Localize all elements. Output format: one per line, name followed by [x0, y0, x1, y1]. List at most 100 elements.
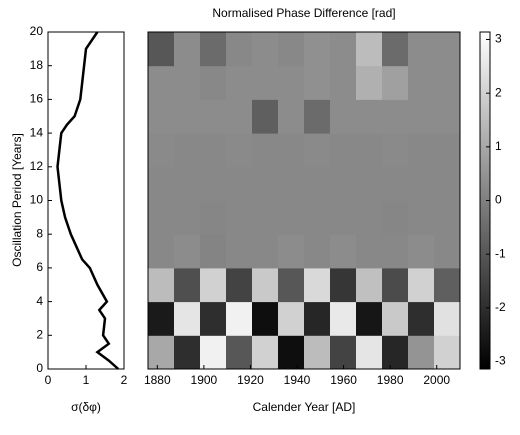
heatmap-cell — [304, 335, 331, 370]
heatmap-cell — [174, 99, 201, 134]
y-tick-label: 4 — [36, 294, 43, 308]
heatmap-cell — [226, 200, 253, 235]
x-tick-label: 0 — [45, 373, 52, 387]
heatmap-cell — [200, 200, 227, 235]
heatmap-cell — [252, 166, 279, 201]
heatmap-cell — [226, 234, 253, 269]
y-tick-label: 20 — [30, 24, 44, 38]
heatmap-cell — [356, 200, 383, 235]
heatmap-cell — [304, 200, 331, 235]
heatmap-cell — [252, 99, 279, 134]
heatmap-cell — [382, 65, 409, 100]
heatmap-cell — [200, 267, 227, 303]
heatmap-cell — [226, 301, 253, 336]
heatmap-cell — [226, 32, 253, 67]
colorbar-tick-label: -2 — [495, 300, 506, 314]
x-tick-label: 1 — [83, 373, 90, 387]
y-tick-label: 2 — [36, 327, 43, 341]
heatmap-cell — [278, 301, 305, 336]
heatmap-cell — [304, 65, 331, 100]
heatmap-cell — [356, 65, 383, 100]
heatmap-cell — [434, 301, 461, 336]
axes-frame — [47, 31, 125, 370]
heatmap-cell — [330, 32, 357, 67]
heatmap-cell — [148, 133, 175, 168]
x-tick-label: 1900 — [191, 373, 218, 387]
heatmap-cell — [304, 234, 331, 269]
heatmap-cell — [148, 166, 175, 201]
heatmap-cell — [304, 32, 331, 67]
y-tick-label: 12 — [30, 159, 44, 173]
heatmap-cell — [200, 32, 227, 67]
heatmap-cell — [330, 65, 357, 100]
y-tick-label: 14 — [30, 125, 44, 139]
heatmap-cell — [252, 267, 279, 303]
heatmap-cell — [408, 301, 435, 336]
heatmap-cell — [408, 133, 435, 168]
y-tick-label: 8 — [36, 226, 43, 240]
heatmap-cell — [174, 32, 201, 67]
colorbar-tick-label: 3 — [495, 32, 502, 46]
heatmap-cell — [382, 200, 409, 235]
heatmap-cell — [330, 267, 357, 303]
heatmap-cell — [356, 335, 383, 370]
heatmap-cell — [148, 301, 175, 336]
heatmap-title: Normalised Phase Difference [rad] — [212, 6, 395, 20]
heatmap-cell — [382, 335, 409, 370]
heatmap-cell — [330, 133, 357, 168]
heatmap-cell — [174, 166, 201, 201]
heatmap-cell — [252, 335, 279, 370]
heatmap-cell — [304, 133, 331, 168]
heatmap-cell — [148, 234, 175, 269]
heatmap-cell — [408, 32, 435, 67]
heatmap-cell — [330, 335, 357, 370]
x-tick-label: 1960 — [330, 373, 357, 387]
y-tick-label: 16 — [30, 92, 44, 106]
heatmap-cell — [434, 267, 461, 303]
heatmap-cell — [304, 267, 331, 303]
heatmap-cell — [356, 133, 383, 168]
heatmap-cell — [382, 32, 409, 67]
heatmap-cell — [408, 267, 435, 303]
heatmap-cell — [200, 335, 227, 370]
heatmap-cell — [356, 234, 383, 269]
heatmap-cell — [174, 301, 201, 336]
heatmap-cell — [174, 200, 201, 235]
heatmap-cell — [382, 166, 409, 201]
heatmap-cell — [252, 32, 279, 67]
heatmap-cell — [434, 133, 461, 168]
heatmap-cell — [148, 99, 175, 134]
colorbar-tick-label: 2 — [495, 85, 502, 99]
heatmap-cell — [330, 200, 357, 235]
colorbar-tick-label: -1 — [495, 246, 506, 260]
x-tick-label: 1980 — [377, 373, 404, 387]
heatmap-cell — [408, 234, 435, 269]
heatmap-cell — [226, 99, 253, 134]
y-tick-label: 18 — [30, 58, 44, 72]
heatmap-cell — [278, 133, 305, 168]
heatmap-cell — [278, 234, 305, 269]
heatmap-cell — [148, 267, 175, 303]
heatmap-cell — [382, 234, 409, 269]
x-tick-label: 1940 — [284, 373, 311, 387]
heatmap-cell — [304, 301, 331, 336]
heatmap-cell — [200, 99, 227, 134]
heatmap-cell — [200, 301, 227, 336]
heatmap-cell — [278, 200, 305, 235]
y-tick-label: 0 — [36, 361, 43, 375]
heatmap-cell — [252, 200, 279, 235]
heatmap-cell — [330, 166, 357, 201]
heatmap-cell — [330, 234, 357, 269]
heatmap-cell — [304, 99, 331, 134]
x-tick-label: 2000 — [423, 373, 450, 387]
heatmap-cell — [356, 99, 383, 134]
heatmap-cell — [278, 65, 305, 100]
x-tick-label: 2 — [121, 373, 128, 387]
heatmap-cell — [408, 99, 435, 134]
heatmap-cell — [148, 200, 175, 235]
heatmap-cell — [174, 234, 201, 269]
heatmap-cell — [174, 335, 201, 370]
axes-frame — [147, 31, 461, 370]
heatmap-cell — [330, 301, 357, 336]
